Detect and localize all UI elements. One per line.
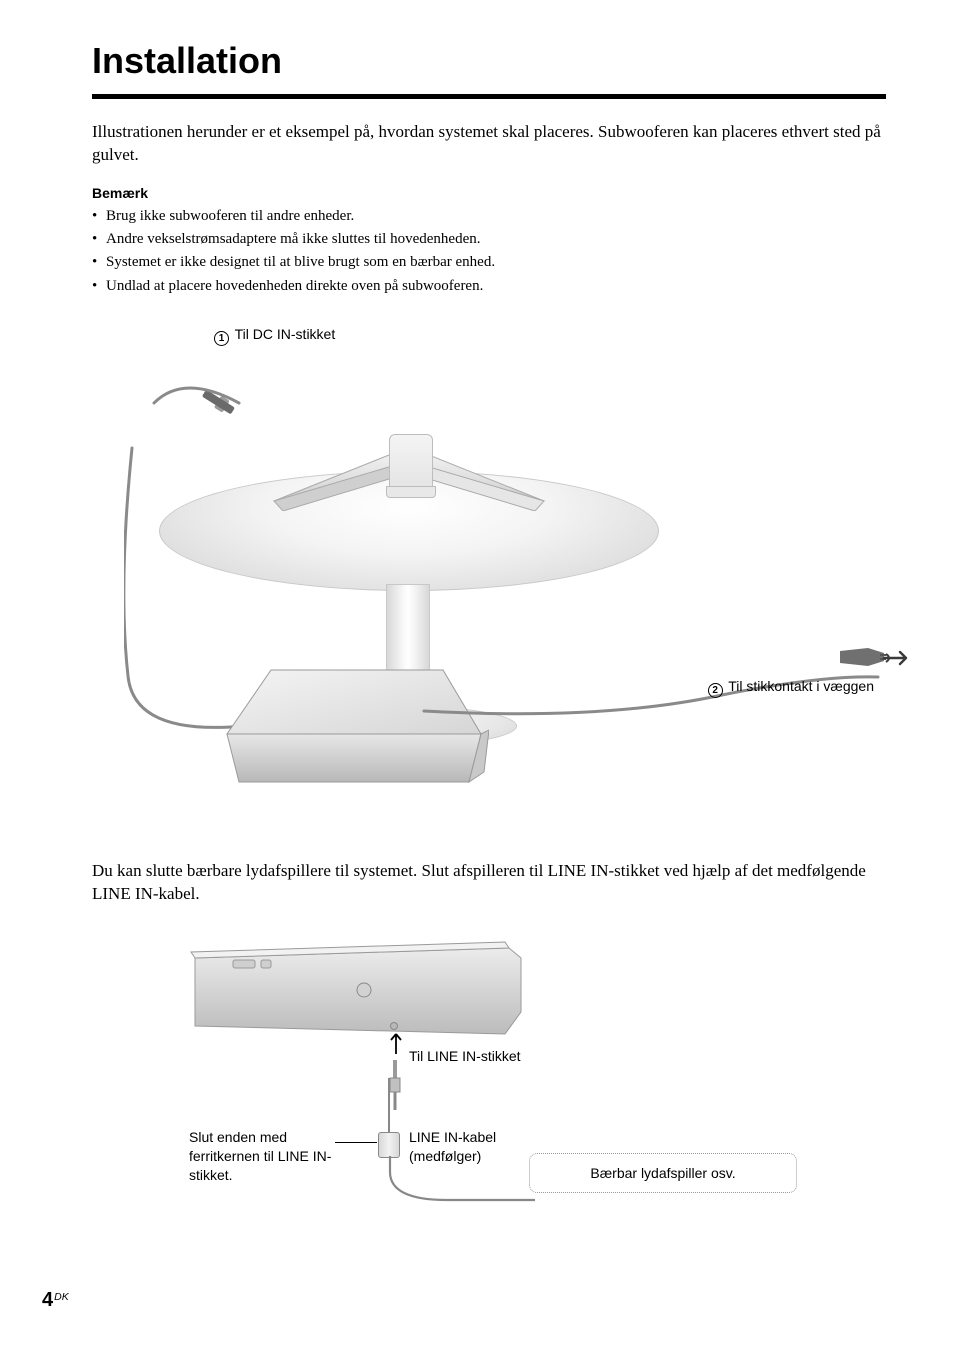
note-item: Systemet er ikke designet til at blive b… xyxy=(92,251,886,274)
callout-wall-outlet: 2 Til stikkontakt i væggen xyxy=(708,678,874,698)
page-locale: DK xyxy=(54,1291,69,1303)
linein-label: Til LINE IN-stikket xyxy=(409,1048,521,1064)
arrow-up-icon xyxy=(389,1030,403,1056)
callout-number-1-icon: 1 xyxy=(214,331,229,346)
note-heading: Bemærk xyxy=(92,185,886,201)
mains-plug-icon xyxy=(840,648,886,666)
installation-diagram: 1 Til DC IN-stikket xyxy=(104,326,874,836)
callout-number-2-icon: 2 xyxy=(708,683,723,698)
subwoofer-icon xyxy=(219,664,489,789)
note-item: Brug ikke subwooferen til andre enheder. xyxy=(92,205,886,228)
intro-paragraph: Illustrationen herunder er et eksempel p… xyxy=(92,121,886,167)
page-footer: 4DK xyxy=(42,1289,69,1312)
connect-paragraph: Du kan slutte bærbare lydafspillere til … xyxy=(92,860,886,906)
portable-player-label: Bærbar lydafspiller osv. xyxy=(590,1165,735,1181)
note-item: Undlad at placere hovedenheden direkte o… xyxy=(92,275,886,298)
note-list: Brug ikke subwooferen til andre enheder.… xyxy=(92,205,886,298)
dc-plug-icon xyxy=(200,387,252,426)
title-divider xyxy=(92,94,886,99)
portable-player-box: Bærbar lydafspiller osv. xyxy=(529,1153,797,1193)
soundbar-rear-icon xyxy=(189,940,524,1038)
dock-cradle-icon xyxy=(389,434,433,490)
linein-diagram: Til LINE IN-stikket Slut enden med ferri… xyxy=(179,932,799,1222)
callout-dc-in: 1 Til DC IN-stikket xyxy=(214,326,335,346)
arrow-right-icon xyxy=(882,650,916,666)
callout-dc-in-label: Til DC IN-stikket xyxy=(235,326,336,342)
ferrite-core-icon xyxy=(378,1132,400,1158)
note-item: Andre vekselstrømsadaptere må ikke slutt… xyxy=(92,228,886,251)
dock-base-icon xyxy=(386,486,436,498)
ferrite-leader-line xyxy=(335,1142,377,1144)
ferrite-label: Slut enden med ferritkernen til LINE IN-… xyxy=(189,1128,334,1185)
linein-cable-curve-icon xyxy=(387,1156,537,1204)
linein-cable-label-line1: LINE IN-kabel xyxy=(409,1129,496,1145)
callout-wall-outlet-label: Til stikkontakt i væggen xyxy=(728,678,874,694)
page-number: 4 xyxy=(42,1289,53,1311)
page-title: Installation xyxy=(92,40,886,82)
